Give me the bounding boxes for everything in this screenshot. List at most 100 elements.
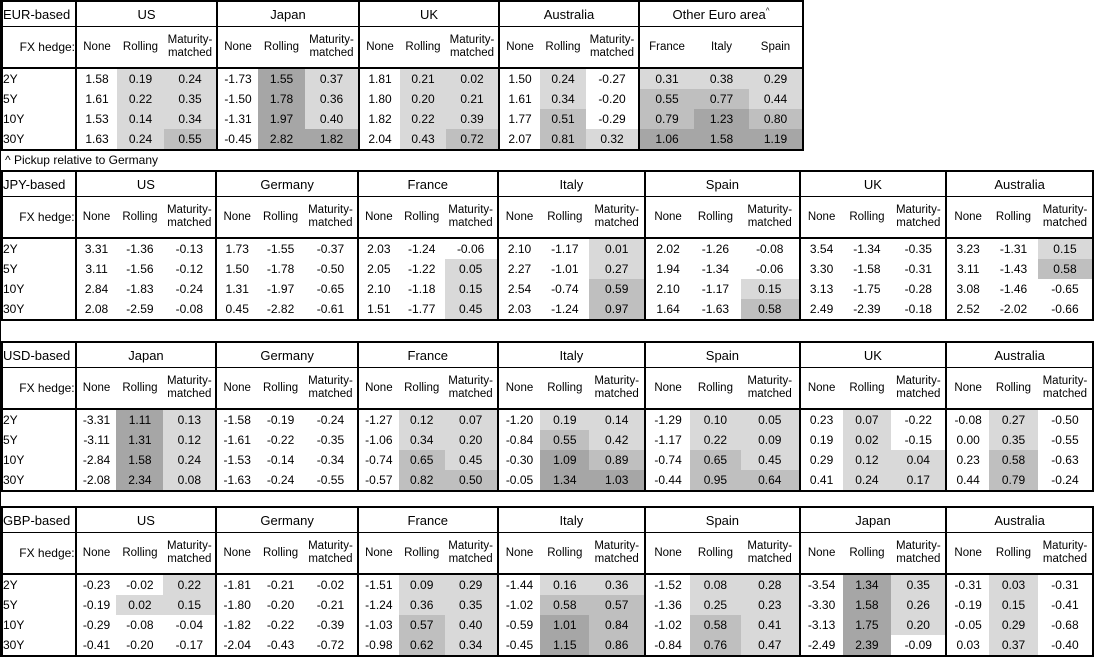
value-cell: -1.24 xyxy=(356,595,399,615)
column-header: Maturity-matched xyxy=(444,367,498,410)
table-row: 30Y 2.08 -2.59 -0.08 0.45 -2.82 -0.61 1.51 -1.77… xyxy=(2,299,1093,320)
value-cell: 0.84 xyxy=(589,615,646,635)
column-header: Rolling xyxy=(257,532,305,575)
subheader-row: FX hedge: None Rolling Maturity-matched None… xyxy=(2,26,803,69)
value-cell: 0.58 xyxy=(689,615,741,635)
column-header: Maturity-matched xyxy=(444,532,498,575)
value-cell: 0.34 xyxy=(164,109,217,129)
value-cell: 0.10 xyxy=(689,409,741,430)
value-cell: -0.31 xyxy=(945,574,990,595)
value-cell: -0.45 xyxy=(216,129,258,150)
value-cell: 2.10 xyxy=(644,279,690,299)
value-cell: -1.50 xyxy=(216,89,258,109)
country-header: Spain xyxy=(644,507,800,533)
table-row: 2Y -3.31 1.11 0.13 -1.58 -0.19 -0.24 -1.27 0.12 0… xyxy=(2,409,1093,430)
value-cell: -1.55 xyxy=(266,242,295,256)
country-header: Germany xyxy=(215,171,358,197)
value-cell: -0.65 xyxy=(316,282,345,296)
value-cell: 1.80 xyxy=(358,89,400,109)
value-cell: -0.74 xyxy=(551,282,579,296)
table-gbp-based: GBP-based US Germany France Italy Spain Japan A… xyxy=(1,506,1094,657)
value-cell: -2.59 xyxy=(126,302,154,316)
column-header: Rolling xyxy=(257,367,305,410)
column-header: None xyxy=(358,26,400,69)
value-cell: 1.06 xyxy=(638,129,694,150)
value-cell: -0.04 xyxy=(175,618,203,632)
value-cell: -1.03 xyxy=(356,615,399,635)
value-cell: 0.55 xyxy=(638,89,694,109)
value-cell: -0.57 xyxy=(356,470,399,491)
value-cell: 0.03 xyxy=(945,635,990,656)
table-row: 2Y -0.23 -0.02 0.22 -1.81 -0.21 -0.02 -1.51 0.09… xyxy=(2,574,1093,595)
column-header: Maturity-matched xyxy=(304,532,358,575)
column-header: Rolling xyxy=(989,367,1038,410)
country-name: Germany xyxy=(260,176,314,192)
value-cell: -0.02 xyxy=(126,578,154,592)
value-cell: 0.02 xyxy=(842,430,892,450)
value-cell: -2.08 xyxy=(74,470,117,491)
value-cell: -0.61 xyxy=(316,302,345,316)
value-cell: -0.34 xyxy=(316,453,345,467)
country-name: Australia xyxy=(994,512,1045,528)
value-cell: -0.28 xyxy=(904,282,932,296)
value-cell: -1.20 xyxy=(496,409,541,430)
value-cell: -0.09 xyxy=(904,638,932,652)
value-cell: -0.29 xyxy=(74,615,117,635)
value-cell: -0.19 xyxy=(266,413,295,427)
country-header: Japan xyxy=(74,342,217,368)
value-cell: 0.37 xyxy=(989,635,1038,656)
country-header: US xyxy=(75,1,217,27)
value-cell: -1.58 xyxy=(853,262,881,276)
value-cell: -0.44 xyxy=(644,470,690,491)
tenor-label: 10Y xyxy=(2,279,77,299)
value-cell: 0.13 xyxy=(163,409,217,430)
value-cell: 0.86 xyxy=(589,635,646,656)
fx-hedge-label: FX hedge: xyxy=(2,367,77,410)
value-cell: 0.19 xyxy=(798,430,843,450)
value-cell: 0.20 xyxy=(444,430,498,450)
value-cell: -1.36 xyxy=(644,595,690,615)
value-cell: 0.57 xyxy=(398,615,445,635)
fx-hedge-label: FX hedge: xyxy=(2,26,77,69)
column-header: None xyxy=(644,367,690,410)
country-header: Germany xyxy=(215,507,358,533)
value-cell: 0.38 xyxy=(694,68,749,89)
table-row: 10Y 2.84 -1.83 -0.24 1.31 -1.97 -0.65 2.10 -1.18… xyxy=(2,279,1093,299)
value-cell: -0.55 xyxy=(316,473,345,487)
column-header: Italy xyxy=(694,26,749,69)
value-cell: -1.82 xyxy=(215,615,258,635)
value-cell: 3.54 xyxy=(798,238,843,259)
value-cell: 1.94 xyxy=(644,259,690,279)
value-cell: -0.43 xyxy=(266,638,295,652)
column-header: Maturity-matched xyxy=(891,367,947,410)
value-cell: -1.56 xyxy=(126,262,154,276)
value-cell: 0.04 xyxy=(891,450,947,470)
value-cell: -0.74 xyxy=(356,450,399,470)
table-row: 30Y -2.08 2.34 0.08 -1.63 -0.24 -0.55 -0.57 0.82… xyxy=(2,470,1093,491)
value-cell: 1.31 xyxy=(116,430,164,450)
value-cell: 1.50 xyxy=(215,259,258,279)
column-header: Rolling xyxy=(689,367,741,410)
column-header: Rolling xyxy=(257,196,305,239)
column-header: None xyxy=(215,196,258,239)
table-row: 10Y -2.84 1.58 0.24 -1.53 -0.14 -0.34 -0.74 0.65… xyxy=(2,450,1093,470)
footnote-marker: ^ xyxy=(765,6,770,16)
value-cell: -0.21 xyxy=(266,578,295,592)
country-name: Australia xyxy=(543,6,595,22)
header-row: EUR-based US Japan UK Australia Other Euro ar… xyxy=(2,1,803,27)
value-cell: 0.45 xyxy=(444,299,498,320)
table-row: 5Y 3.11 -1.56 -0.12 1.50 -1.78 -0.50 2.05 -1.22 0… xyxy=(2,259,1093,279)
value-cell: -1.78 xyxy=(266,262,295,276)
value-cell: -0.50 xyxy=(1051,413,1079,427)
value-cell: 0.65 xyxy=(689,450,741,470)
country-name: Spain xyxy=(705,347,740,363)
value-cell: 0.14 xyxy=(117,109,164,129)
value-cell: -1.44 xyxy=(496,574,541,595)
country-name: Italy xyxy=(559,347,584,363)
value-cell: -0.24 xyxy=(175,282,203,296)
country-name: Italy xyxy=(559,176,584,192)
value-cell: 1.77 xyxy=(498,109,540,129)
value-cell: -1.26 xyxy=(701,242,730,256)
country-header: France xyxy=(356,342,498,368)
value-cell: 1.19 xyxy=(749,129,803,150)
